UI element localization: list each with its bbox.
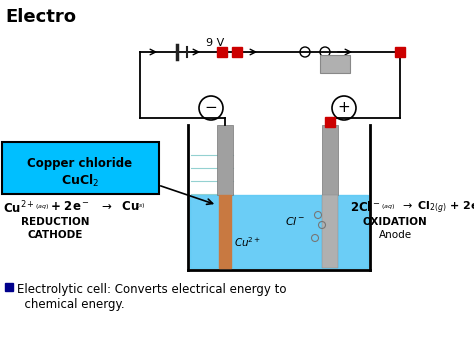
Text: $\rightarrow$ Cl$_{2(g)}$ + 2e$^-$: $\rightarrow$ Cl$_{2(g)}$ + 2e$^-$ <box>400 200 474 217</box>
Bar <box>232 47 242 57</box>
FancyBboxPatch shape <box>2 142 159 194</box>
Text: Copper chloride: Copper chloride <box>27 157 133 170</box>
Text: + 2e$^-$  $\rightarrow$  Cu: + 2e$^-$ $\rightarrow$ Cu <box>50 200 139 213</box>
Text: $_{(s)}$: $_{(s)}$ <box>136 202 146 212</box>
Text: Electro: Electro <box>5 8 76 26</box>
Bar <box>5 283 13 291</box>
Bar <box>322 125 338 195</box>
Text: Electrolytic cell: Converts electrical energy to: Electrolytic cell: Converts electrical e… <box>17 283 286 296</box>
Bar <box>219 195 231 268</box>
Text: −: − <box>205 100 218 115</box>
Text: Cu$^{2+}$: Cu$^{2+}$ <box>234 235 262 249</box>
Bar <box>322 195 338 268</box>
Text: chemical energy.: chemical energy. <box>17 298 125 311</box>
Text: OXIDATION: OXIDATION <box>363 217 428 227</box>
Bar <box>190 195 368 268</box>
Text: $_{(aq)}$: $_{(aq)}$ <box>35 202 49 212</box>
Text: Cl$^-$: Cl$^-$ <box>285 215 305 227</box>
Text: 2Cl$^-$: 2Cl$^-$ <box>350 200 381 214</box>
Text: Anode: Anode <box>378 230 411 240</box>
Bar <box>320 55 350 73</box>
Text: +: + <box>337 100 350 115</box>
Bar <box>217 47 227 57</box>
Text: 9 V: 9 V <box>206 38 224 48</box>
Bar <box>217 125 233 195</box>
Text: CuCl$_2$: CuCl$_2$ <box>61 173 99 189</box>
Text: $_{(aq)}$: $_{(aq)}$ <box>381 202 395 212</box>
Bar <box>395 47 405 57</box>
Text: CATHODE: CATHODE <box>27 230 82 240</box>
Text: Cu$^{2+}$: Cu$^{2+}$ <box>3 200 35 217</box>
Bar <box>325 117 335 127</box>
Text: REDUCTION: REDUCTION <box>21 217 89 227</box>
